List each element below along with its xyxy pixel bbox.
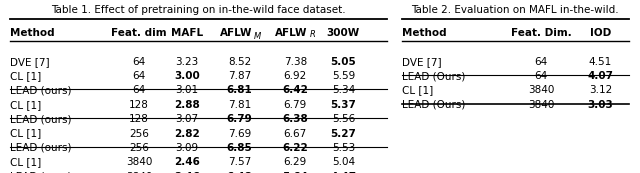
Text: 6.22: 6.22: [282, 143, 308, 153]
Text: 6.42: 6.42: [282, 85, 308, 95]
Text: LEAD (ours): LEAD (ours): [10, 85, 72, 95]
Text: 3.09: 3.09: [175, 143, 198, 153]
Text: 5.27: 5.27: [330, 129, 356, 139]
Text: CL [1]: CL [1]: [10, 100, 42, 110]
Text: CL [1]: CL [1]: [10, 71, 42, 81]
Text: 2.46: 2.46: [174, 172, 200, 173]
Text: 5.37: 5.37: [330, 100, 356, 110]
Text: LEAD (Ours): LEAD (Ours): [401, 100, 465, 110]
Text: M: M: [253, 32, 261, 41]
Text: 5.53: 5.53: [332, 143, 355, 153]
Text: 3.23: 3.23: [175, 57, 198, 67]
Text: Feat. dim: Feat. dim: [111, 28, 166, 38]
Text: 7.69: 7.69: [228, 129, 252, 139]
Text: 256: 256: [129, 143, 149, 153]
Text: 2.82: 2.82: [174, 129, 200, 139]
Text: 64: 64: [534, 71, 548, 81]
Text: 3840: 3840: [528, 85, 554, 95]
Text: CL [1]: CL [1]: [10, 157, 42, 167]
Text: 300W: 300W: [327, 28, 360, 38]
Text: 5.34: 5.34: [332, 85, 355, 95]
Text: 4.07: 4.07: [588, 71, 614, 81]
Text: LEAD (ours): LEAD (ours): [10, 143, 72, 153]
Text: DVE [7]: DVE [7]: [10, 57, 50, 67]
Text: 7.81: 7.81: [228, 100, 252, 110]
Text: DVE [7]: DVE [7]: [401, 57, 441, 67]
Text: 6.48: 6.48: [227, 172, 253, 173]
Text: 6.67: 6.67: [284, 129, 307, 139]
Text: 7.57: 7.57: [228, 157, 252, 167]
Text: 64: 64: [132, 71, 145, 81]
Text: 6.29: 6.29: [284, 157, 307, 167]
Text: 4.47: 4.47: [330, 172, 356, 173]
Text: Method: Method: [401, 28, 446, 38]
Text: LEAD (Ours): LEAD (Ours): [401, 71, 465, 81]
Text: CL [1]: CL [1]: [401, 85, 433, 95]
Text: R: R: [310, 30, 316, 39]
Text: 2.46: 2.46: [174, 157, 200, 167]
Text: CL [1]: CL [1]: [10, 129, 42, 139]
Text: 8.52: 8.52: [228, 57, 252, 67]
Text: 64: 64: [534, 57, 548, 67]
Text: 2.88: 2.88: [174, 100, 200, 110]
Text: AFLW: AFLW: [220, 28, 252, 38]
Text: 3.01: 3.01: [175, 85, 198, 95]
Text: 6.79: 6.79: [284, 100, 307, 110]
Text: 6.38: 6.38: [282, 114, 308, 124]
Text: 3.07: 3.07: [175, 114, 198, 124]
Text: 6.81: 6.81: [227, 85, 253, 95]
Text: 6.92: 6.92: [284, 71, 307, 81]
Text: 6.85: 6.85: [227, 143, 253, 153]
Text: Feat. Dim.: Feat. Dim.: [511, 28, 572, 38]
Text: 3.00: 3.00: [174, 71, 200, 81]
Text: 7.38: 7.38: [284, 57, 307, 67]
Text: 5.56: 5.56: [332, 114, 355, 124]
Text: Table 2. Evaluation on MAFL in-the-wild.: Table 2. Evaluation on MAFL in-the-wild.: [412, 5, 619, 15]
Text: LEAD (ours): LEAD (ours): [10, 114, 72, 124]
Text: AFLW: AFLW: [275, 28, 308, 38]
Text: 6.79: 6.79: [227, 114, 253, 124]
Text: 3.03: 3.03: [588, 100, 613, 110]
Text: 3840: 3840: [528, 100, 554, 110]
Text: 64: 64: [132, 85, 145, 95]
Text: 3840: 3840: [125, 172, 152, 173]
Text: 5.59: 5.59: [332, 71, 355, 81]
Text: 5.04: 5.04: [332, 157, 355, 167]
Text: 3.12: 3.12: [589, 85, 612, 95]
Text: 256: 256: [129, 129, 149, 139]
Text: MAFL: MAFL: [171, 28, 203, 38]
Text: 128: 128: [129, 100, 149, 110]
Text: LEAD (ours): LEAD (ours): [10, 172, 72, 173]
Text: IOD: IOD: [590, 28, 611, 38]
Text: 3840: 3840: [125, 157, 152, 167]
Text: Method: Method: [10, 28, 55, 38]
Text: 7.87: 7.87: [228, 71, 252, 81]
Text: 128: 128: [129, 114, 149, 124]
Text: 5.64: 5.64: [282, 172, 308, 173]
Text: 5.05: 5.05: [330, 57, 356, 67]
Text: Table 1. Effect of pretraining on in-the-wild face dataset.: Table 1. Effect of pretraining on in-the…: [51, 5, 346, 15]
Text: 64: 64: [132, 57, 145, 67]
Text: 4.51: 4.51: [589, 57, 612, 67]
